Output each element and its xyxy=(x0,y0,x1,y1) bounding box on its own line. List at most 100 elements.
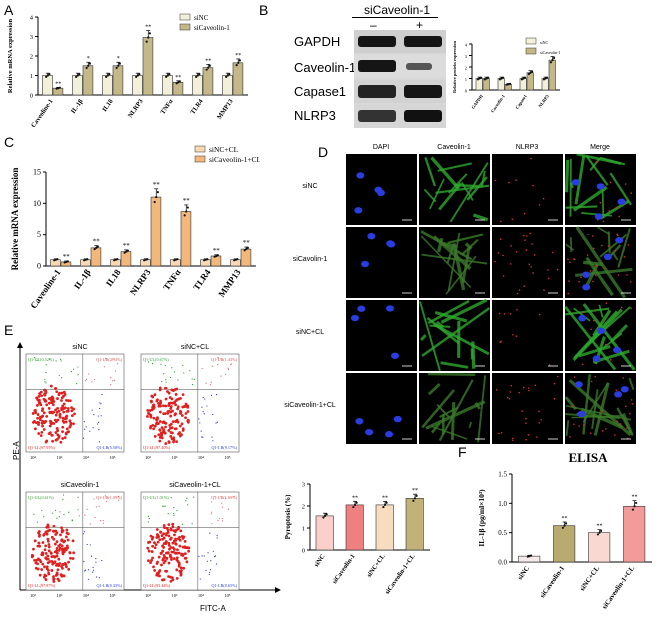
bar xyxy=(142,37,154,96)
significance-label: ** xyxy=(123,242,131,250)
micro-tile xyxy=(346,227,417,298)
flow-title-sicaveolin: siCaveolin-1 xyxy=(60,482,100,489)
micro-row-sinc-cl: siNC+CL xyxy=(295,329,325,336)
significance-label: ** xyxy=(235,53,241,59)
y-tick-label: 1 xyxy=(465,77,467,82)
micro-tile xyxy=(492,154,563,225)
category-label: NLRP3 xyxy=(127,98,145,120)
data-point xyxy=(115,66,118,69)
y-axis-label: Relative protein expression xyxy=(452,40,457,93)
data-point xyxy=(117,64,120,67)
data-point xyxy=(502,76,505,79)
quadrant-ll: Q1-LL(97.40%) xyxy=(143,445,171,450)
micro-row-sinc: siNC xyxy=(302,183,318,190)
panel-letter-f: F xyxy=(458,444,467,460)
data-point xyxy=(45,75,48,79)
bar xyxy=(623,505,646,563)
data-point xyxy=(136,74,139,77)
data-point xyxy=(385,501,388,504)
data-point xyxy=(116,258,119,261)
panel-letter-d: D xyxy=(318,144,329,160)
panel-letter-b: B xyxy=(259,2,269,18)
significance-label: ** xyxy=(352,495,358,501)
data-point xyxy=(509,82,512,85)
data-point xyxy=(48,72,51,76)
micro-tile xyxy=(564,373,636,444)
data-point xyxy=(561,526,564,529)
flow-tick: 10⁴ xyxy=(83,593,90,598)
micro-tile xyxy=(346,154,417,225)
data-point xyxy=(235,64,238,67)
data-point xyxy=(551,59,554,62)
data-point xyxy=(352,505,355,509)
significance-label: * xyxy=(117,56,120,62)
data-point xyxy=(198,72,201,76)
micro-tile xyxy=(565,226,636,299)
bar xyxy=(132,75,143,96)
y-tick-label: 0 xyxy=(465,89,468,94)
category-label: siNC+CL xyxy=(366,553,387,579)
y-tick-label: 5 xyxy=(37,230,41,239)
legend-swatch xyxy=(525,37,537,45)
bar xyxy=(192,75,203,96)
elisa-plot: ELISA 0.0 0.5 1.0 1.5 siNC ** siCaveolin-1 ** siN… xyxy=(477,450,652,611)
bar xyxy=(162,75,173,96)
data-point xyxy=(186,206,189,209)
flow-tick: 10⁵ xyxy=(224,593,231,598)
category-label: siCaveolin-1 xyxy=(538,564,566,599)
data-point xyxy=(322,516,325,519)
data-point xyxy=(66,260,69,263)
elisa-chart: ELISA 0.0 0.5 1.0 1.5 siNC ** siCaveolin-1 ** siN… xyxy=(477,450,652,611)
data-point xyxy=(565,522,568,525)
y-tick-label: 10 xyxy=(33,199,41,208)
data-point xyxy=(75,75,78,79)
quadrant-ll: Q1-LL(97.95%) xyxy=(28,445,56,450)
legend-swatch xyxy=(194,155,206,163)
y-tick-label: 4 xyxy=(30,15,34,22)
flow-tick: 10⁴ xyxy=(83,455,90,460)
micro-tile xyxy=(346,300,417,371)
micro-tile xyxy=(492,300,563,371)
micro-tile xyxy=(419,154,490,225)
panel-c-chart: 051015**Caveoline-1**IL-1β**IL18**NLRP3*… xyxy=(10,145,260,310)
category-label: Caveoline-1 xyxy=(30,98,55,129)
data-point xyxy=(88,62,91,65)
data-point xyxy=(85,66,88,69)
flow-tick: 10² xyxy=(30,455,37,460)
data-point xyxy=(207,66,210,69)
quadrant-lr: Q1-LR(0.65%) xyxy=(212,583,238,588)
bar xyxy=(202,67,214,96)
data-point xyxy=(225,75,228,79)
category-label: siNC xyxy=(516,565,531,582)
legend-label: siNC xyxy=(194,14,209,22)
category-label: GAPDH xyxy=(470,93,484,110)
legend-swatch xyxy=(179,13,191,21)
flow-plot: Q1-UL(1.01%) Q1-UR(1.60%) Q1-LL(93.44%) Q1-… xyxy=(140,491,240,598)
flow-xlabel: FITC-A xyxy=(200,604,226,613)
data-point xyxy=(246,246,249,249)
western-blot-image xyxy=(354,30,446,128)
legend-label: siCaveolin-1+CL xyxy=(209,155,260,164)
data-point xyxy=(185,210,188,213)
bar xyxy=(240,248,252,267)
blot-header: siCaveolin-1 – + xyxy=(288,3,454,32)
data-point xyxy=(237,61,240,64)
data-point xyxy=(126,249,129,252)
bar xyxy=(90,247,102,267)
panel-a-plot: 0 1 2 3 4 ** Caveoline-1 * IL-1β * IL18 ** NLRP3 ** TN… xyxy=(7,13,248,129)
micro-row-sicaveolin-cl: siCaveolin-1+CL xyxy=(284,402,336,409)
y-axis-label: IL-1β (pg/ml×10³) xyxy=(477,489,486,547)
flow-tick: 10⁵ xyxy=(109,593,116,598)
data-point xyxy=(156,191,159,194)
data-point xyxy=(108,72,111,76)
blot-label-nlrp3: NLRP3 xyxy=(294,108,336,123)
category-label: Capase1 xyxy=(514,93,528,110)
data-point xyxy=(563,524,566,527)
panel-b-plot: 0 1 2 3 4 GAPDH Caveolin-1 Capase1 NLRP3 Relative… xyxy=(452,37,560,114)
data-point xyxy=(106,74,109,77)
data-point xyxy=(206,258,209,261)
data-point xyxy=(78,72,81,76)
y-tick-label: 1 xyxy=(30,73,33,80)
data-point xyxy=(135,75,138,79)
significance-label: ** xyxy=(153,181,161,189)
